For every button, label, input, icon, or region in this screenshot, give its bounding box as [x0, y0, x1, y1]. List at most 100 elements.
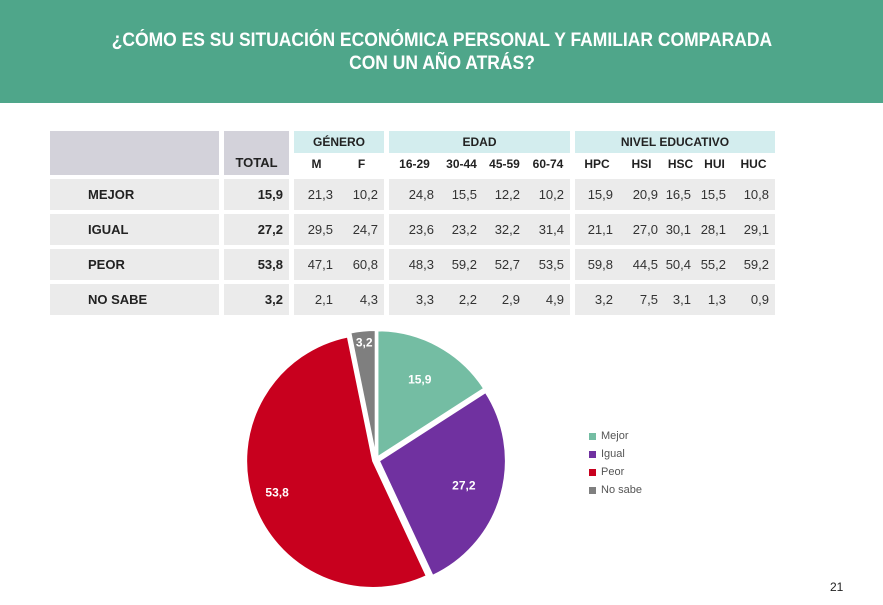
chart-legend: Mejor Igual Peor No sabe	[589, 427, 642, 499]
row-value: 20,9	[619, 179, 664, 210]
row-total: 15,9	[224, 179, 289, 210]
sub-header: 16-29	[399, 157, 430, 171]
group-header-row: TOTAL GÉNERO EDAD NIVEL EDUCATIVO	[50, 131, 775, 175]
pie-slice-peor	[245, 335, 429, 589]
row-value: 4,3	[339, 284, 384, 315]
row-value: 10,2	[339, 179, 384, 210]
row-value: 59,2	[732, 249, 775, 280]
sub-header: M	[311, 157, 322, 171]
row-value: 55,2	[697, 249, 732, 280]
row-value: 31,4	[526, 214, 570, 245]
row-value: 29,5	[294, 214, 339, 245]
legend-item: No sabe	[589, 481, 642, 499]
row-value: 3,2	[575, 284, 619, 315]
legend-swatch	[589, 486, 596, 494]
row-value: 2,9	[483, 284, 526, 315]
page-number: 21	[830, 580, 844, 594]
legend-label: Peor	[601, 466, 625, 478]
sub-header: 60-74	[532, 157, 564, 171]
row-value: 24,7	[339, 214, 384, 245]
table-row: MEJOR 15,9 21,3 10,2 24,8 15,5 12,2 10,2 15,9 20,…	[50, 179, 775, 210]
pie-slice-no-sabe	[349, 329, 377, 458]
row-value: 44,5	[619, 249, 664, 280]
row-value: 32,2	[483, 214, 526, 245]
sub-header: HUI	[704, 157, 725, 171]
legend-swatch	[589, 450, 596, 458]
row-value: 27,0	[619, 214, 664, 245]
table-row: IGUAL 27,2 29,5 24,7 23,6 23,2 32,2 31,4 21,1 27,…	[50, 214, 775, 245]
row-value: 21,1	[575, 214, 619, 245]
legend-item: Mejor	[589, 427, 642, 445]
legend-swatch	[589, 468, 596, 476]
header-blank-cell	[50, 131, 219, 175]
row-value: 50,4	[664, 249, 697, 280]
row-value: 53,5	[526, 249, 570, 280]
row-value: 23,6	[389, 214, 440, 245]
row-value: 24,8	[389, 179, 440, 210]
pie-slice-igual	[377, 390, 507, 578]
table-row: PEOR 53,8 47,1 60,8 48,3 59,2 52,7 53,5 59,8 44,5…	[50, 249, 775, 280]
legend-item: Igual	[589, 445, 642, 463]
row-value: 60,8	[339, 249, 384, 280]
row-value: 48,3	[389, 249, 440, 280]
row-value: 12,2	[483, 179, 526, 210]
group-genero: GÉNERO	[294, 131, 384, 153]
row-value: 52,7	[483, 249, 526, 280]
sub-header-row: M F 16-29 30-44 45-59 60-74 HPC HSI HSC …	[50, 153, 775, 175]
row-value: 10,2	[526, 179, 570, 210]
title-banner: ¿CÓMO ES SU SITUACIÓN ECONÓMICA PERSONAL…	[0, 0, 883, 103]
total-header: TOTAL	[224, 131, 289, 175]
group-edad: EDAD	[389, 131, 570, 153]
row-label: IGUAL	[50, 214, 219, 245]
row-value: 23,2	[440, 214, 483, 245]
title-line-1: ¿CÓMO ES SU SITUACIÓN ECONÓMICA PERSONAL…	[111, 29, 772, 51]
row-label: PEOR	[50, 249, 219, 280]
row-value: 30,1	[664, 214, 697, 245]
results-table: TOTAL GÉNERO EDAD NIVEL EDUCATIVO M F 16…	[50, 131, 775, 315]
title-line-2: CON UN AÑO ATRÁS?	[348, 52, 535, 74]
row-value: 29,1	[732, 214, 775, 245]
row-value: 1,3	[697, 284, 732, 315]
pie-data-label: 27,2	[452, 478, 476, 492]
sub-header: 30-44	[446, 157, 477, 171]
row-value: 15,9	[575, 179, 619, 210]
sub-header: HUC	[740, 157, 767, 171]
legend-label: No sabe	[601, 484, 642, 496]
row-value: 15,5	[440, 179, 483, 210]
row-value: 2,2	[440, 284, 483, 315]
sub-header: HSC	[667, 157, 694, 171]
row-value: 16,5	[664, 179, 697, 210]
row-label: MEJOR	[50, 179, 219, 210]
sub-header: 45-59	[489, 157, 520, 171]
row-value: 59,2	[440, 249, 483, 280]
row-value: 10,8	[732, 179, 775, 210]
row-value: 21,3	[294, 179, 339, 210]
row-total: 3,2	[224, 284, 289, 315]
row-value: 0,9	[732, 284, 775, 315]
legend-swatch	[589, 432, 596, 440]
row-total: 53,8	[224, 249, 289, 280]
row-value: 3,3	[389, 284, 440, 315]
legend-label: Mejor	[601, 430, 629, 442]
pie-slice-mejor	[376, 329, 486, 460]
sub-header: HSI	[631, 157, 652, 171]
pie-data-label: 15,9	[408, 373, 432, 387]
legend-item: Peor	[589, 463, 642, 481]
sub-header: F	[357, 157, 366, 171]
row-value: 28,1	[697, 214, 732, 245]
sub-header: HPC	[584, 157, 610, 171]
legend-label: Igual	[601, 448, 625, 460]
row-value: 4,9	[526, 284, 570, 315]
row-label: NO SABE	[50, 284, 219, 315]
group-nivel-educativo: NIVEL EDUCATIVO	[575, 131, 775, 153]
row-total: 27,2	[224, 214, 289, 245]
pie-data-label: 3,2	[356, 335, 373, 349]
row-value: 15,5	[697, 179, 732, 210]
row-value: 7,5	[619, 284, 664, 315]
row-value: 3,1	[664, 284, 697, 315]
row-value: 59,8	[575, 249, 619, 280]
pie-data-label: 53,8	[265, 486, 289, 500]
row-value: 2,1	[294, 284, 339, 315]
table-row: NO SABE 3,2 2,1 4,3 3,3 2,2 2,9 4,9 3,2 7,5 3,1 1,3…	[50, 284, 775, 315]
row-value: 47,1	[294, 249, 339, 280]
